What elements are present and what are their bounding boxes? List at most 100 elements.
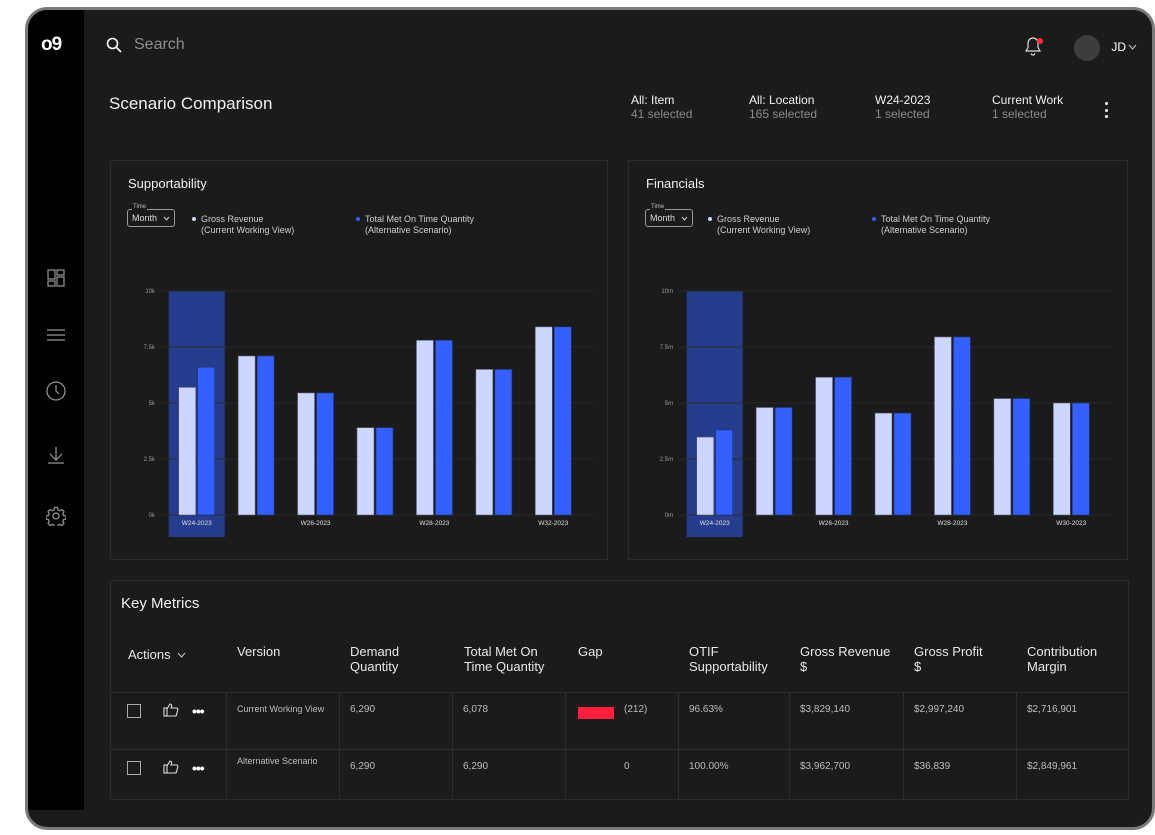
actions-cell: ••• [111, 693, 226, 749]
time-select-value: Month [132, 213, 158, 223]
gap-value: (212) [624, 704, 648, 715]
panel-title: Supportability [128, 176, 207, 191]
row-more-button[interactable]: ••• [192, 703, 205, 719]
actions-cell: ••• [111, 750, 226, 799]
bar-current-working-view [416, 339, 434, 516]
time-select-label: Time [650, 204, 666, 210]
thumbs-up-icon[interactable] [163, 759, 179, 774]
time-select[interactable]: Time Month [645, 204, 693, 227]
bar-alternative-scenario [953, 336, 971, 516]
row-checkbox[interactable] [127, 761, 141, 775]
margin-cell: $2,716,901 [1016, 693, 1130, 749]
filter-item[interactable]: All: Item 41 selected [631, 93, 741, 121]
column-header-met: Total Met On Time Quantity [464, 644, 545, 674]
revenue-cell: $3,829,140 [789, 693, 903, 749]
search-icon [106, 37, 122, 53]
bar-alternative-scenario [834, 376, 852, 516]
legend-sublabel: (Alternative Scenario) [881, 225, 968, 235]
o9-logo[interactable]: o9 [41, 34, 62, 55]
download-icon [48, 447, 64, 464]
user-avatar[interactable] [1074, 35, 1100, 61]
gap-cell: 0 [565, 750, 678, 799]
time-select[interactable]: Time Month [127, 204, 175, 227]
bar-current-working-view [475, 369, 494, 516]
y-tick-label: 5m [665, 401, 673, 407]
financials-chart: 0m 2.5m 5m 7.5m 10m W24-2023 W26-2023 W28-2023 W… [660, 289, 1111, 537]
legend-label: Total Met On Time Quantity [365, 214, 475, 224]
filter-subtitle: 41 selected [631, 107, 693, 121]
filter-subtitle: 1 selected [875, 107, 930, 121]
legend-item-current: Gross Revenue (Current Working View) [708, 214, 811, 236]
row-checkbox[interactable] [127, 704, 141, 718]
y-tick-label: 2.5m [660, 457, 673, 463]
clock-icon [46, 381, 66, 401]
gap-cell: (212) [565, 693, 678, 749]
sidebar-item-settings[interactable] [46, 506, 66, 526]
x-tick-label: W24-2023 [182, 520, 212, 527]
filter-title: All: Item [631, 93, 675, 107]
filter-title: Current Work [992, 93, 1064, 107]
filter-location[interactable]: All: Location 165 selected [749, 93, 859, 121]
bar-alternative-scenario [375, 427, 394, 516]
bar-current-working-view [178, 387, 197, 516]
sidebar-item-history[interactable] [46, 381, 66, 401]
x-tick-label: W26-2023 [819, 520, 849, 527]
filter-subtitle: 1 selected [992, 107, 1047, 121]
revenue-cell: $3,962,700 [789, 750, 903, 799]
bar-current-working-view [297, 392, 315, 516]
chevron-down-icon [1128, 44, 1137, 50]
column-header-version: Version [237, 644, 281, 659]
x-tick-label: W32-2023 [538, 520, 568, 527]
chevron-down-icon [681, 216, 688, 221]
search-bar [106, 36, 434, 54]
otif-cell: 100.00% [678, 750, 789, 799]
supportability-panel: Supportability Time Month Gross Revenue … [110, 160, 608, 560]
search-input[interactable] [134, 36, 434, 54]
bar-current-working-view [934, 336, 952, 516]
met-cell: 6,078 [452, 693, 565, 749]
highlight-band [686, 291, 743, 537]
legend-item-alternative: Total Met On Time Quantity (Alternative … [872, 214, 990, 236]
legend-sublabel: (Current Working View) [717, 225, 811, 235]
notifications-button[interactable] [1024, 36, 1044, 58]
filter-week[interactable]: W24-2023 1 selected [875, 93, 985, 121]
version-cell: Current Working View [226, 693, 339, 749]
legend-sublabel: (Alternative Scenario) [365, 225, 452, 235]
sidebar-item-download[interactable] [46, 445, 66, 465]
margin-cell: $2,849,961 [1016, 750, 1130, 799]
filter-version[interactable]: Current Work 1 selected [992, 93, 1102, 121]
demand-cell: 6,290 [339, 693, 452, 749]
column-header-demand: Demand Quantity [350, 644, 400, 674]
time-select-label: Time [132, 204, 148, 210]
thumbs-up-icon[interactable] [163, 702, 179, 717]
row-more-button[interactable]: ••• [192, 760, 205, 776]
bar-alternative-scenario [316, 392, 334, 516]
column-header-otif: OTIF Supportability [689, 644, 768, 674]
sidebar-item-dashboard[interactable] [46, 268, 66, 288]
more-options-button[interactable] [1103, 102, 1109, 118]
filter-title: All: Location [749, 93, 815, 107]
time-select-value: Month [650, 213, 676, 223]
x-tick-label: W28-2023 [419, 520, 449, 527]
menu-icon [47, 329, 65, 341]
sidebar-item-menu[interactable] [46, 325, 66, 345]
x-tick-label: W30-2023 [1056, 520, 1086, 527]
column-header: Actions [128, 647, 171, 662]
profit-cell: $36,839 [903, 750, 1016, 799]
x-tick-label: W28-2023 [937, 520, 967, 527]
bar-alternative-scenario [553, 326, 572, 516]
legend-dot [356, 217, 360, 221]
filter-title: W24-2023 [875, 93, 931, 107]
y-tick-label: 0k [149, 513, 156, 519]
bar-current-working-view [874, 412, 893, 516]
version-cell: Alternative Scenario [226, 750, 339, 799]
bell-icon [1024, 37, 1042, 56]
y-tick-label: 2.5k [144, 457, 156, 463]
actions-dropdown[interactable]: Actions [128, 647, 186, 662]
user-menu[interactable]: JD [1111, 40, 1137, 54]
supportability-chart: 0k 2.5k 5k 7.5k 10k W24-2023 W26-2023 W28-2023 W… [144, 289, 593, 537]
y-tick-label: 7.5k [144, 345, 156, 351]
panel-title: Financials [646, 176, 705, 191]
y-tick-label: 0m [665, 513, 673, 519]
column-header-revenue: Gross Revenue $ [800, 644, 891, 674]
